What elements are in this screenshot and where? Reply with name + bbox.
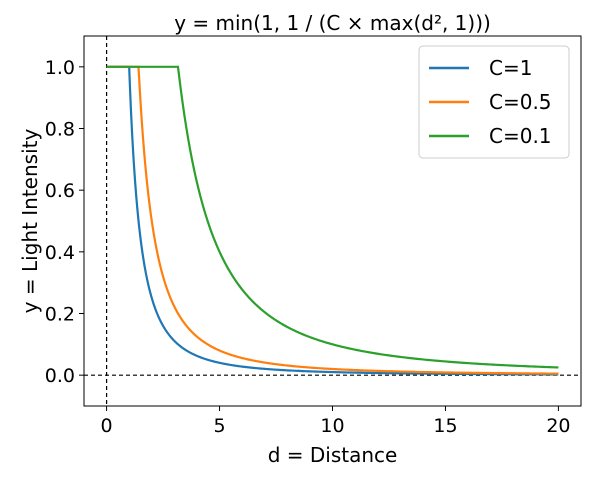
- series-line-2: [106, 65, 559, 375]
- legend-label-2: C=0.5: [489, 90, 552, 114]
- x-tick-label: 20: [546, 415, 570, 437]
- plot-area: [84, 36, 581, 406]
- y-tick-label: 0.0: [45, 365, 75, 387]
- axes: 0 5 10 15 20 0.0 0.2 0.4 0.6 0.8 1.0: [45, 35, 582, 437]
- y-tick-label: 0.8: [45, 119, 75, 141]
- chart-title: y = min(1, 1 / (C × max(d², 1))): [174, 11, 491, 35]
- y-tick-label: 1.0: [45, 57, 75, 79]
- y-tick-label: 0.6: [45, 180, 75, 202]
- x-axis-title: d = Distance: [268, 443, 398, 467]
- y-axis-title: y = Light Intensity: [18, 129, 42, 314]
- x-tick-label: 15: [433, 415, 457, 437]
- y-tick-label: 0.4: [45, 242, 75, 264]
- y-tick-label: 0.2: [45, 304, 75, 326]
- series-line-1: [106, 65, 559, 376]
- legend-box: [418, 45, 570, 159]
- series-line-3: [106, 65, 559, 369]
- x-tick-label: 0: [101, 415, 113, 437]
- legend-label-3: C=0.1: [489, 124, 552, 148]
- x-tick-label: 10: [320, 415, 344, 437]
- legend: C=1 C=0.5 C=0.1: [418, 45, 570, 159]
- x-tick-label: 5: [213, 415, 225, 437]
- legend-label-1: C=1: [489, 56, 532, 80]
